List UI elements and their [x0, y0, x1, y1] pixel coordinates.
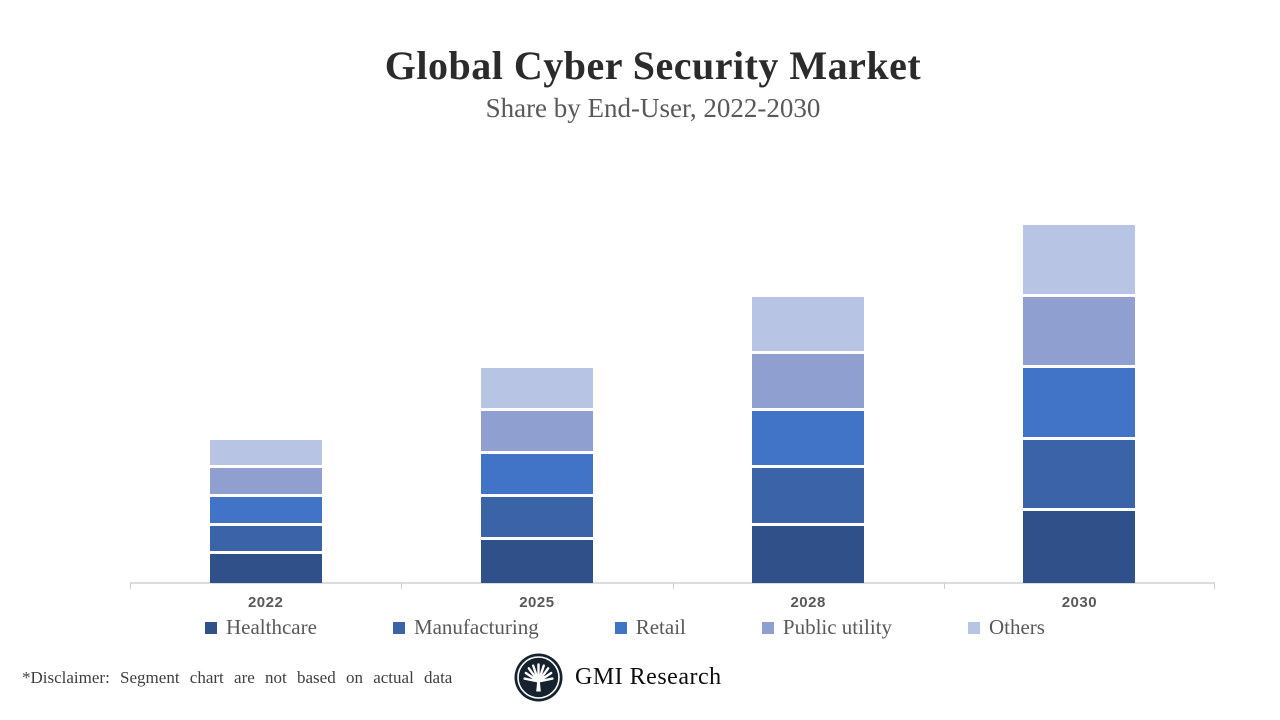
- bar-segment-2030-retail: [1023, 368, 1136, 440]
- chart-header: Global Cyber Security Market Share by En…: [0, 42, 1280, 124]
- x-axis-tick: [1214, 583, 1215, 589]
- stacked-bar-2028: [752, 296, 865, 583]
- bar-segment-2030-manufacturing: [1023, 439, 1136, 512]
- bar-segment-2028-healthcare: [752, 525, 865, 583]
- legend-swatch: [761, 621, 774, 634]
- legend-label: Retail: [635, 615, 686, 639]
- x-axis-label-2025: 2025: [519, 594, 555, 611]
- stacked-bar-2030: [1023, 225, 1136, 583]
- bar-segment-2025-others: [480, 368, 593, 412]
- bar-segment-2030-others: [1023, 225, 1136, 297]
- x-axis-tick: [943, 583, 945, 589]
- bar-segment-2028-public-utility: [752, 353, 865, 412]
- legend-label: Others: [988, 615, 1045, 639]
- legend-swatch: [967, 621, 980, 634]
- x-axis-label-2022: 2022: [247, 594, 284, 611]
- gmi-logo-icon: [514, 653, 563, 702]
- legend-label: Healthcare: [226, 615, 317, 639]
- chart-subtitle: Share by End-User, 2022-2030: [485, 93, 821, 123]
- bar-segment-2022-retail: [209, 497, 322, 526]
- disclaimer-text: *Disclaimer: Segment chart are not based…: [22, 668, 453, 687]
- bar-segment-2028-manufacturing: [752, 468, 865, 526]
- legend-item-public-utility: Public utility: [761, 615, 892, 640]
- bar-segment-2030-healthcare: [1023, 511, 1136, 583]
- bar-segment-2030-public-utility: [1023, 296, 1136, 369]
- x-axis-label-2028: 2028: [790, 594, 826, 611]
- brand-name: GMI Research: [575, 664, 722, 690]
- stacked-bar-2025: [480, 368, 593, 583]
- bar-segment-2022-manufacturing: [209, 525, 322, 555]
- x-axis-label-2030: 2030: [1061, 594, 1098, 611]
- bar-segment-2025-retail: [480, 454, 593, 498]
- x-axis-tick: [672, 583, 674, 589]
- bar-segment-2022-healthcare: [209, 554, 322, 583]
- x-axis-tick: [130, 583, 131, 589]
- legend-item-others: Others: [967, 615, 1045, 640]
- legend-label: Manufacturing: [413, 615, 539, 639]
- legend-swatch: [614, 621, 627, 634]
- x-axis-tick: [401, 583, 403, 589]
- legend-swatch: [392, 621, 405, 634]
- bar-segment-2028-retail: [752, 411, 865, 469]
- legend-item-manufacturing: Manufacturing: [392, 615, 539, 640]
- legend: Healthcare Manufacturing Retail Public util…: [205, 615, 1045, 640]
- legend-label: Public utility: [782, 615, 892, 639]
- legend-swatch: [205, 621, 217, 634]
- bar-segment-2025-healthcare: [480, 540, 593, 583]
- legend-item-retail: Retail: [614, 615, 686, 640]
- bar-segment-2025-manufacturing: [480, 497, 593, 541]
- plot-area: 2022 2025 2028 2030: [130, 150, 1215, 611]
- bar-segment-2022-others: [209, 439, 322, 469]
- bar-segment-2028-others: [752, 296, 865, 354]
- legend-item-healthcare: Healthcare: [205, 615, 317, 640]
- bar-segment-2022-public-utility: [209, 468, 322, 498]
- stacked-bar-2022: [209, 439, 322, 583]
- bar-segment-2025-public-utility: [480, 411, 593, 455]
- chart-title: Global Cyber Security Market: [384, 43, 922, 88]
- brand-logo: GMI Research: [514, 653, 722, 702]
